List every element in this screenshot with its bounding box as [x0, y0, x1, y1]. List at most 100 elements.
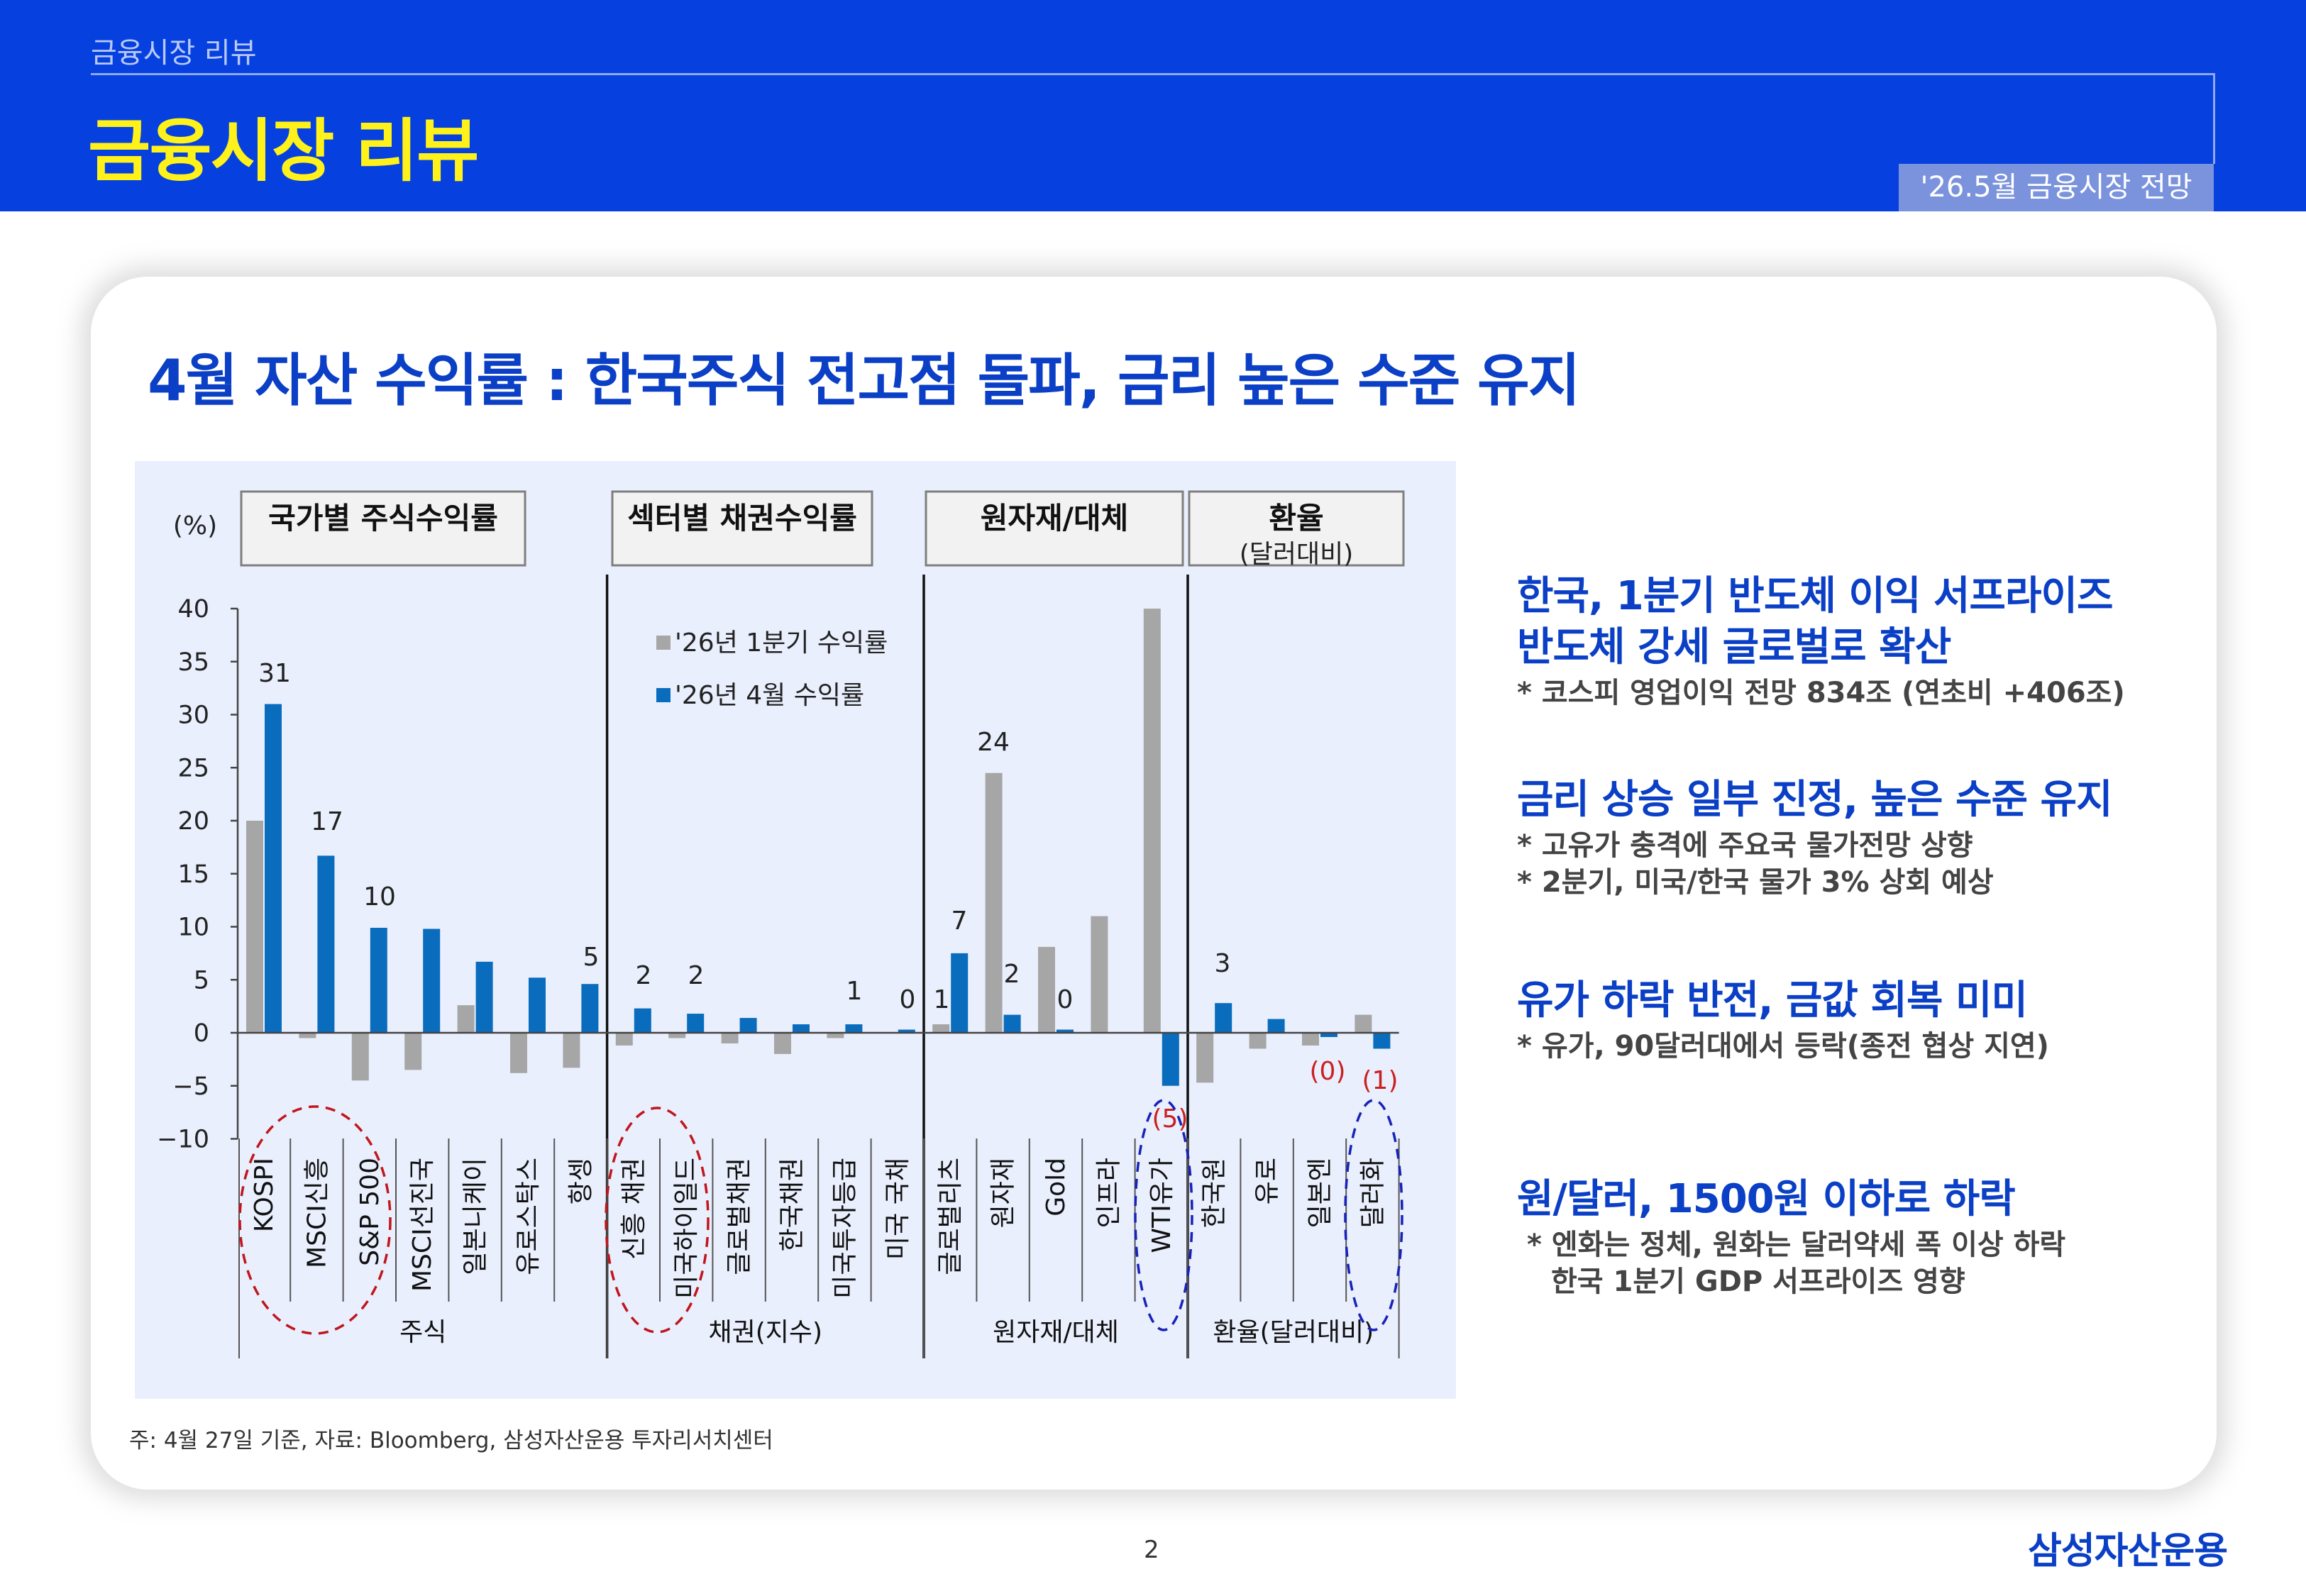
- bar-april-return: [1320, 1033, 1337, 1037]
- data-label: 10: [363, 882, 396, 911]
- bar-q1-return: [1355, 1014, 1372, 1033]
- y-tick-label: 35: [177, 648, 209, 677]
- y-tick-label: −5: [172, 1073, 209, 1101]
- category-label: 글로벌채권: [725, 1158, 754, 1275]
- group-header-title: 국가별 주식수익률: [268, 501, 498, 536]
- y-tick-label: 0: [194, 1019, 209, 1048]
- legend-label: '26년 4월 수익률: [675, 681, 864, 710]
- bar-april-return: [1373, 1033, 1391, 1049]
- bar-april-return: [898, 1029, 915, 1033]
- group-header-box: [240, 490, 526, 567]
- category-label: 항셍: [566, 1158, 595, 1204]
- data-label: 31: [258, 659, 291, 688]
- legend-label: '26년 1분기 수익률: [675, 628, 888, 658]
- y-tick-label: 15: [177, 860, 209, 889]
- y-tick-label: 25: [177, 754, 209, 782]
- bar-april-return: [687, 1014, 705, 1033]
- category-label: 글로벌리츠: [936, 1158, 965, 1275]
- company-logo: 삼성자산운용: [2028, 1530, 2228, 1573]
- category-label: 미국투자등급: [830, 1158, 859, 1299]
- y-tick-label: 30: [177, 702, 209, 730]
- bar-april-return: [739, 1018, 757, 1033]
- legend-swatch: [656, 636, 671, 650]
- data-label: 1: [846, 977, 863, 1006]
- bar-april-return: [1003, 1014, 1021, 1033]
- category-label: 원자재: [989, 1158, 1018, 1228]
- category-label: 미국 국채: [883, 1158, 912, 1260]
- group-header-subtitle: (달러대비): [1240, 540, 1354, 569]
- data-label: 0: [1057, 985, 1074, 1014]
- group-header-box: [611, 490, 873, 567]
- group-header-title: 환율: [1269, 501, 1323, 536]
- group-axis-label: 주식: [399, 1318, 446, 1347]
- commentary-detail: * 엔화는 정체, 원화는 달러약세 폭 이상 하락: [1527, 1229, 2066, 1261]
- bar-q1-return: [1249, 1033, 1267, 1049]
- bar-april-return: [793, 1024, 810, 1033]
- bar-q1-return: [563, 1033, 580, 1068]
- y-tick-label: −10: [157, 1126, 209, 1154]
- category-label: 일본니케이: [461, 1158, 490, 1275]
- bar-q1-return: [668, 1033, 686, 1038]
- bar-april-return: [1162, 1033, 1179, 1086]
- data-label: 24: [977, 728, 1010, 757]
- data-label: 3: [1215, 949, 1231, 978]
- report-tag: '26.5월 금융시장 전망: [1899, 164, 2214, 211]
- y-tick-label: 10: [177, 914, 209, 942]
- slide-title: 4월 자산 수익률 : 한국주식 전고점 돌파, 금리 높은 수준 유지: [148, 348, 1580, 414]
- page-number: 2: [1144, 1536, 1159, 1564]
- commentary-detail: * 유가, 90달러대에서 등락(종전 협상 지연): [1517, 1030, 2049, 1063]
- data-label: (0): [1310, 1057, 1346, 1086]
- bar-april-return: [1267, 1019, 1285, 1033]
- category-label: 미국하이일드: [672, 1158, 701, 1299]
- bar-q1-return: [615, 1033, 633, 1046]
- highlight-ellipse: [605, 1107, 710, 1334]
- category-label: 한국채권: [778, 1158, 807, 1251]
- bar-april-return: [423, 929, 441, 1033]
- bar-q1-return: [721, 1033, 739, 1043]
- category-label: 한국원: [1200, 1158, 1229, 1228]
- bar-q1-return: [1302, 1033, 1319, 1046]
- data-label: (5): [1152, 1104, 1188, 1134]
- page-title: 금융시장 리뷰: [88, 111, 479, 191]
- asset-return-chart: 국가별 주식수익률 섹터별 채권수익률 원자재/대체 환율(달러대비)(%)40353…: [157, 490, 1405, 1358]
- commentary-headline: 반도체 강세 글로벌로 확산: [1517, 624, 1951, 670]
- bar-q1-return: [1038, 946, 1055, 1033]
- bar-q1-return: [827, 1033, 844, 1038]
- bar-april-return: [1215, 1003, 1232, 1033]
- category-label: 신흥 채권: [619, 1158, 649, 1260]
- commentary-headline: 금리 상승 일부 진정, 높은 수준 유지: [1517, 777, 2113, 823]
- bar-q1-return: [457, 1005, 475, 1033]
- highlight-ellipse: [1134, 1099, 1193, 1331]
- bar-q1-return: [932, 1024, 950, 1033]
- legend-swatch: [656, 688, 671, 702]
- data-label: 2: [636, 961, 652, 990]
- data-label: 7: [951, 907, 968, 936]
- category-label: WTI유가: [1147, 1158, 1176, 1253]
- bar-april-return: [265, 704, 282, 1033]
- category-label: 달러화: [1358, 1158, 1387, 1228]
- category-label: S&P 500: [355, 1158, 385, 1266]
- bar-q1-return: [299, 1033, 316, 1038]
- data-label: 2: [688, 961, 705, 990]
- bar-q1-return: [1091, 916, 1108, 1033]
- data-label: 0: [900, 985, 916, 1014]
- bar-april-return: [1057, 1029, 1074, 1033]
- highlight-ellipse: [1344, 1099, 1403, 1331]
- bar-q1-return: [774, 1033, 791, 1054]
- category-label: 인프라: [1094, 1158, 1123, 1228]
- data-label: (1): [1362, 1066, 1399, 1095]
- commentary-headline: 한국, 1분기 반도체 이익 서프라이즈: [1517, 573, 2114, 619]
- bar-q1-return: [1196, 1033, 1214, 1083]
- bar-april-return: [634, 1008, 651, 1033]
- y-axis-unit: (%): [173, 511, 217, 541]
- bar-april-return: [951, 953, 969, 1033]
- bar-q1-return: [246, 821, 263, 1033]
- commentary-headline: 원/달러, 1500원 이하로 하락: [1517, 1176, 2016, 1222]
- bar-q1-return: [351, 1033, 369, 1081]
- highlight-ellipse: [238, 1105, 392, 1335]
- bar-april-return: [475, 961, 493, 1033]
- y-tick-label: 5: [194, 966, 209, 994]
- group-header-box: [925, 490, 1184, 567]
- bar-april-return: [581, 984, 599, 1033]
- y-tick-label: 40: [177, 595, 209, 624]
